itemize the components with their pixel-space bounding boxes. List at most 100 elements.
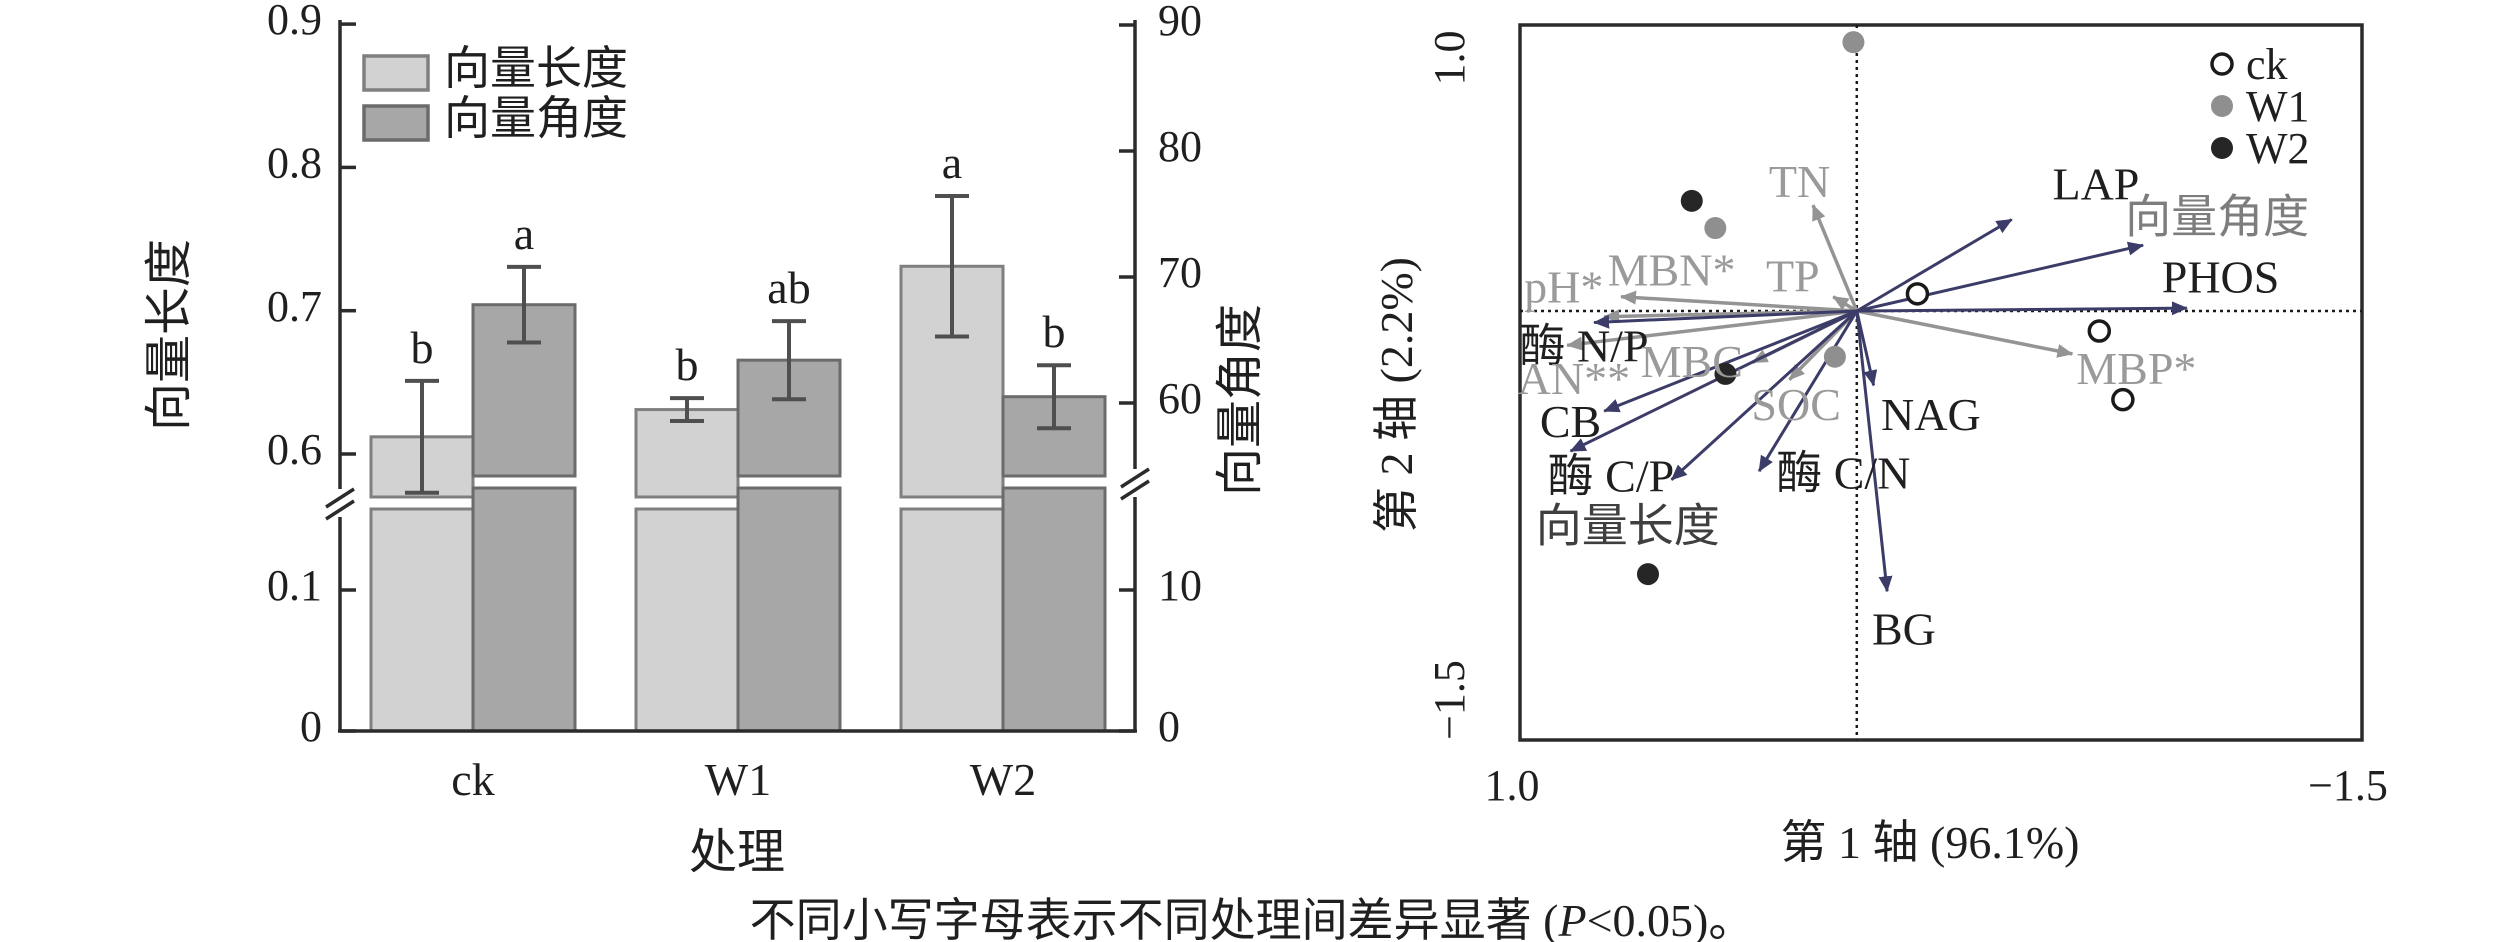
legend-marker-W2: [2211, 137, 2233, 159]
figure-caption: 不同小写字母表示不同处理间差异显著 (P<0.05)。: [750, 884, 1755, 942]
bar-lower-segment: [634, 507, 740, 733]
bar-ck-dark: [471, 303, 577, 733]
arrow-label-BG: BG: [1872, 603, 1936, 654]
x-category-label: ck: [451, 754, 494, 805]
arrow-CB: [1603, 309, 1858, 413]
x-axis-title: 处理: [689, 826, 785, 879]
arrow-pH*: [1620, 290, 1857, 313]
significance-letter: b: [676, 339, 699, 390]
legend-marker-ck: [2210, 52, 2234, 76]
bar-lower-segment: [471, 486, 577, 733]
significance-letter: b: [411, 322, 434, 373]
axis-break-slash: [325, 487, 355, 509]
error-bar: [772, 319, 806, 402]
bar-upper-segment: [634, 408, 740, 499]
arrow-label-CB: CB: [1540, 396, 1601, 447]
bar-lower-segment: [369, 507, 475, 733]
significance-letter: ab: [767, 262, 810, 313]
arrow-LAP: [1856, 218, 2013, 313]
point-W1: [1704, 217, 1727, 240]
legend-swatch: [362, 104, 430, 142]
arrow-label-AN**: AN**: [1518, 353, 1630, 404]
arrow-label-SOC: SOC: [1751, 379, 1840, 430]
arrow-label-酶N/P: 酶 N/P: [1519, 320, 1648, 371]
left-tick-label: 0.6: [267, 425, 322, 474]
x-category-label: W2: [970, 754, 1036, 805]
axis-break-slash: [325, 499, 355, 521]
arrow-label-TP: TP: [1766, 250, 1820, 301]
arrow-label-TN: TN: [1769, 156, 1830, 207]
x-category-label: W1: [705, 754, 771, 805]
error-bar: [935, 194, 969, 339]
point-W2: [1714, 362, 1737, 385]
arrow-label-MBN*: MBN*: [1608, 245, 1736, 296]
arrow-label-LAP: LAP: [2052, 159, 2139, 210]
right-tick-label: 0: [1158, 702, 1180, 751]
left-tick-label: 0.8: [267, 138, 322, 187]
x-tick-left: 1.0: [1485, 761, 1540, 810]
legend-label-W1: W1: [2246, 82, 2310, 131]
arrow-TN: [1811, 204, 1859, 312]
error-bar: [670, 396, 704, 424]
arrow-label-向量长度: 向量长度: [1536, 501, 1720, 552]
error-bar: [507, 264, 541, 345]
point-W2: [1636, 563, 1659, 586]
y-tick-top: 1.0: [1425, 31, 1474, 86]
left-tick-label: 0.9: [267, 0, 322, 44]
right-tick-label: 70: [1158, 248, 1202, 297]
legend-label-ck: ck: [2246, 40, 2288, 89]
x-tick-right: −1.5: [2308, 761, 2388, 810]
arrow-酶N/P: [1593, 309, 1857, 329]
legend-label: 向量角度: [444, 93, 628, 144]
point-W1: [1823, 345, 1846, 368]
caption-suffix: <0.05)。: [1586, 895, 1755, 942]
caption-p-italic: P: [1558, 895, 1587, 942]
significance-letter: b: [1043, 306, 1066, 357]
arrow-label-酶C/N: 酶 C/N: [1776, 448, 1910, 499]
error-bar: [1037, 363, 1071, 431]
left-tick-label: 0.7: [267, 282, 322, 331]
bar-upper-segment: [471, 303, 577, 478]
right-tick-label: 60: [1158, 374, 1202, 423]
arrow-PHOS: [1856, 301, 2188, 316]
arrow-酶C/P: [1569, 309, 1858, 453]
right-tick-label: 10: [1158, 561, 1202, 610]
left-tick-label: 0: [300, 702, 322, 751]
significance-letter: a: [514, 208, 534, 259]
y-axis-title: 第 2 轴 (2.2%): [1371, 257, 1422, 533]
bar-chart-panel: b b a a ab b 0 0.1 0.6 0.7 0.8 0.9 0 10 60 70 80 90 ck W1 W2…: [143, 0, 1267, 879]
axis-break-slash: [1120, 467, 1150, 489]
arrow-label-MBP*: MBP*: [2076, 343, 2196, 394]
arrow-label-向量角度: 向量角度: [2125, 192, 2309, 243]
left-tick-label: 0.1: [267, 561, 322, 610]
point-ck: [2111, 387, 2135, 412]
arrow-label-pH*: pH*: [1524, 262, 1603, 313]
arrow-MBP*: [1856, 309, 2074, 358]
legend-label: 向量长度: [444, 43, 628, 94]
bar-lower-segment: [736, 486, 842, 733]
arrow-酶C/N: [1757, 310, 1859, 473]
arrow-label-NAG: NAG: [1881, 389, 1981, 440]
right-tick-label: 90: [1158, 0, 1202, 45]
point-ck: [1905, 282, 1930, 306]
bar-W2-dark: [1001, 395, 1107, 733]
error-bar: [405, 378, 439, 495]
legend-marker-W1: [2211, 95, 2233, 117]
legend-swatch: [362, 54, 430, 92]
arrow-AN**: [1566, 309, 1858, 351]
arrow-向量长度: [1670, 309, 1858, 481]
biplot-box: [1518, 23, 2364, 742]
arrow-label-MBC: MBC: [1641, 336, 1743, 387]
arrow-label-PHOS: PHOS: [2162, 252, 2280, 303]
significance-letter: a: [942, 137, 962, 188]
axis-break-slash: [1120, 479, 1150, 501]
bar-W1-dark: [736, 358, 842, 733]
point-W2: [1680, 189, 1703, 212]
arrow-label-酶C/P: 酶 C/P: [1548, 450, 1675, 501]
right-tick-label: 80: [1158, 122, 1202, 171]
arrow-TP: [1832, 295, 1858, 313]
bar-lower-segment: [899, 507, 1005, 733]
